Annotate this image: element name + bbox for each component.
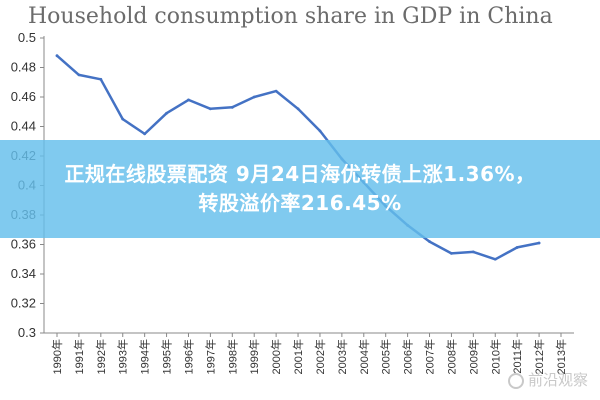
x-tick-label: 2009年 xyxy=(466,339,480,374)
watermark-text: 前沿观察 xyxy=(527,371,588,389)
x-tick-label: 1994年 xyxy=(138,339,152,374)
x-tick-label: 2013年 xyxy=(554,339,568,374)
x-tick-label: 1991年 xyxy=(72,339,86,374)
chart-title: Household consumption share in GDP in Ch… xyxy=(28,4,553,29)
x-tick-label: 2006年 xyxy=(401,339,415,374)
x-tick-label: 1990年 xyxy=(50,339,64,374)
x-tick-label: 2004年 xyxy=(357,339,371,374)
y-tick-label: 0.34 xyxy=(11,266,36,281)
y-tick-label: 0.36 xyxy=(11,237,36,252)
overlay-headline[interactable]: 正规在线股票配资 9月24日海优转债上涨1.36%， 转股溢价率216.45% xyxy=(0,160,600,218)
overlay-banner xyxy=(0,140,600,238)
x-tick-label: 2010年 xyxy=(488,339,502,374)
data-point xyxy=(121,117,125,121)
x-tick-label: 2005年 xyxy=(379,339,393,374)
x-tick-label: 2007年 xyxy=(423,339,437,374)
data-point xyxy=(165,111,168,115)
x-tick-label: 2008年 xyxy=(444,339,458,374)
y-tick-label: 0.5 xyxy=(18,30,36,45)
data-point xyxy=(515,246,519,249)
data-point xyxy=(537,241,541,245)
data-point xyxy=(187,98,190,102)
x-tick-label: 2000年 xyxy=(269,339,283,374)
y-tick-label: 0.3 xyxy=(18,325,36,340)
overlay-headline-line1: 正规在线股票配资 9月24日海优转债上涨1.36%， xyxy=(64,162,536,186)
x-tick-label: 1998年 xyxy=(225,339,239,374)
x-tick-label: 1992年 xyxy=(94,339,108,374)
x-tick-label: 1995年 xyxy=(160,339,174,374)
data-point xyxy=(99,77,103,81)
x-tick-label: 1993年 xyxy=(116,339,130,374)
x-tick-label: 2003年 xyxy=(335,339,349,374)
data-point xyxy=(471,250,475,254)
y-tick-label: 0.46 xyxy=(11,89,36,104)
x-tick-label: 2002年 xyxy=(313,339,327,374)
watermark-logo-icon xyxy=(507,372,524,389)
overlay-headline-line2: 转股溢价率216.45% xyxy=(198,191,402,215)
y-tick-label: 0.48 xyxy=(11,60,36,75)
x-tick-label: 1999年 xyxy=(247,339,261,374)
x-tick-labels: 1990年 1991年 1992年 1993年 1994年 1995年 1996年 1997年… xyxy=(50,339,568,374)
data-point xyxy=(493,257,497,261)
data-point xyxy=(318,129,322,133)
data-point xyxy=(296,107,300,111)
x-tick-label: 2012年 xyxy=(532,339,546,374)
data-point xyxy=(55,54,59,58)
y-tick-label: 0.44 xyxy=(11,119,36,134)
data-point xyxy=(77,73,81,77)
data-point xyxy=(143,132,147,136)
y-tick-label: 0.32 xyxy=(11,296,36,311)
data-point xyxy=(274,89,278,93)
data-point xyxy=(230,105,234,109)
x-tick-label: 1996年 xyxy=(181,339,195,374)
x-tick-label: 1997年 xyxy=(203,339,217,374)
data-point xyxy=(252,95,256,99)
data-point xyxy=(450,251,453,255)
watermark: 前沿观察 xyxy=(507,369,588,390)
data-point xyxy=(428,240,431,243)
x-tick-label: 2011年 xyxy=(510,339,524,374)
data-point xyxy=(208,107,212,111)
x-tick-label: 2001年 xyxy=(291,339,305,374)
